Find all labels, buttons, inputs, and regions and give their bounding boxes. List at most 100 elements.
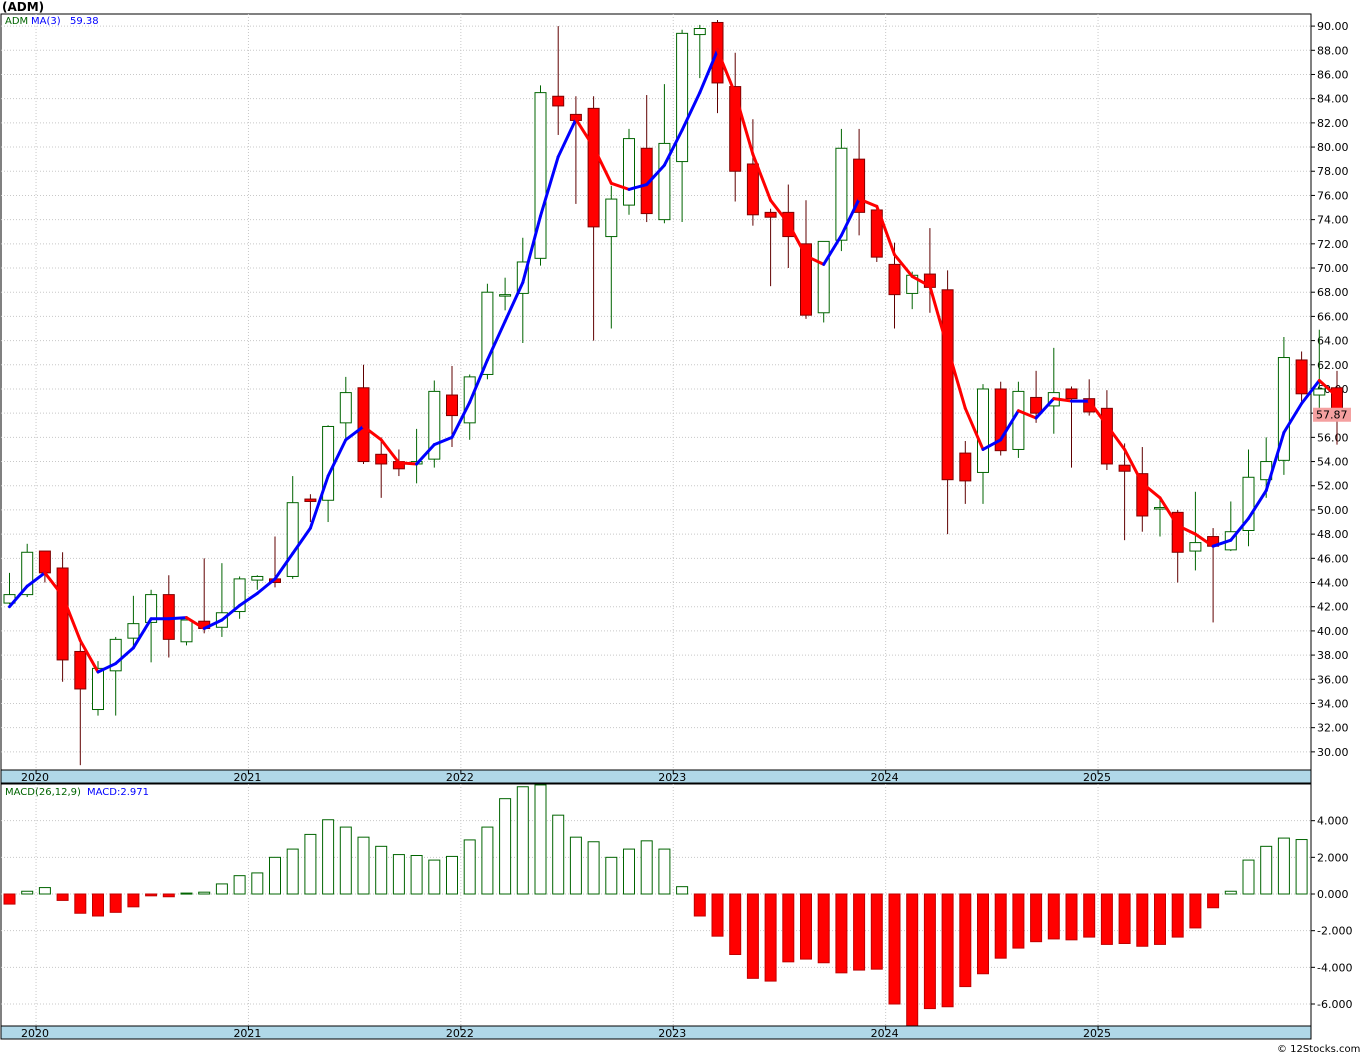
ma-segment <box>255 577 277 595</box>
macd-bar <box>1242 859 1255 895</box>
ma-segment <box>839 197 861 237</box>
candle-body <box>1030 396 1043 414</box>
macd-bar <box>38 887 51 895</box>
candle-body <box>693 28 706 36</box>
ma-segment <box>1211 538 1233 548</box>
macd-bar <box>587 841 600 895</box>
macd-bar <box>410 855 423 895</box>
ma-segment <box>716 48 737 96</box>
macd-y-tick-label: -4.000 <box>1317 961 1352 974</box>
ma-segment <box>432 435 454 447</box>
ma-segment <box>609 181 631 191</box>
macd-bar <box>286 848 299 895</box>
ma-segment <box>645 163 666 187</box>
ma-segment <box>273 551 295 581</box>
macd-bar <box>1154 893 1166 945</box>
macd-bar <box>1136 893 1149 947</box>
ma-segment <box>1300 379 1321 405</box>
macd-y-tick-label: 4.000 <box>1317 815 1349 828</box>
macd-bar <box>994 893 1007 959</box>
macd-grid <box>1 784 1311 1026</box>
price-x-axis: 2020 2021 2022 2023 2024 2025 <box>0 769 1312 784</box>
candle-body <box>180 619 193 643</box>
candle-body <box>764 211 777 218</box>
price-y-tick-label: 66.00 <box>1317 310 1349 323</box>
ma-segment <box>43 571 65 598</box>
macd-bar <box>729 893 742 955</box>
ma-segment <box>185 616 206 630</box>
macd-bar <box>21 890 34 895</box>
price-y-tick-label: 30.00 <box>1317 746 1349 759</box>
macd-bar <box>304 833 317 895</box>
ma-segment <box>1123 447 1144 485</box>
macd-bar <box>198 891 211 895</box>
price-y-tick-label: 62.00 <box>1317 359 1349 372</box>
ma-segment <box>1176 524 1197 536</box>
price-y-tick-label: 46.00 <box>1317 552 1349 565</box>
ma-segment <box>1087 399 1109 427</box>
year-label: 2024 <box>871 1027 899 1040</box>
price-y-tick-label: 76.00 <box>1317 189 1349 202</box>
macd-bar <box>357 836 370 895</box>
candle-body <box>1065 388 1078 400</box>
candle-body <box>1189 542 1202 552</box>
macd-bar <box>746 893 759 979</box>
macd-bar <box>640 840 653 895</box>
macd-bar <box>392 854 405 895</box>
legend-ma-label: MA(3) <box>31 16 61 27</box>
macd-bar <box>109 893 122 913</box>
candle-body <box>233 578 246 613</box>
candle-body <box>21 551 34 596</box>
candle-body <box>499 294 512 297</box>
macd-bar <box>569 836 582 895</box>
macd-bar <box>1030 893 1043 943</box>
macd-bar <box>322 819 335 895</box>
macd-bar <box>1118 893 1131 944</box>
macd-bar <box>817 893 830 964</box>
price-y-tick-label: 36.00 <box>1317 673 1349 686</box>
macd-y-tick-label: 2.000 <box>1317 851 1349 864</box>
ma-segment <box>291 526 312 555</box>
candle-body <box>817 240 830 314</box>
candle-body <box>127 623 140 639</box>
ma-segment <box>1105 423 1127 451</box>
price-panel: 30.00 32.00 34.00 36.00 38.00 40.00 42.00 44.00… <box>0 13 1351 771</box>
ma-segment <box>822 233 843 266</box>
macd-bar <box>658 848 671 895</box>
candle-body <box>658 142 671 221</box>
candle-body <box>375 453 388 465</box>
candle-body <box>605 198 618 238</box>
candle-body <box>853 158 866 213</box>
price-legend: ADM MA(3) 59.38 <box>5 16 99 27</box>
candle-body <box>1136 473 1149 517</box>
macd-bar <box>977 893 989 975</box>
ma-segment <box>1247 489 1268 520</box>
macd-bar <box>1012 893 1025 949</box>
candle-body <box>357 387 370 463</box>
macd-bar <box>56 893 69 901</box>
year-label: 2020 <box>21 771 49 784</box>
price-y-tick-label: 48.00 <box>1317 528 1349 541</box>
ma-segment <box>1229 516 1250 542</box>
price-y-tick-label: 74.00 <box>1317 214 1349 227</box>
year-label: 2020 <box>21 1027 49 1040</box>
candle-body <box>1118 464 1131 472</box>
macd-y-tick-label: -6.000 <box>1317 998 1352 1011</box>
macd-bar <box>162 893 175 898</box>
ma-segment <box>326 438 348 478</box>
macd-bar <box>959 893 972 988</box>
candle-body <box>835 147 848 241</box>
macd-bar <box>463 839 476 895</box>
macd-bar <box>1277 837 1290 895</box>
price-y-tick-label: 44.00 <box>1317 577 1349 590</box>
ma-segment <box>786 221 808 258</box>
price-grid <box>1 14 1311 770</box>
macd-bar <box>923 893 936 1010</box>
moving-average-line <box>8 48 1339 674</box>
ma-segment <box>1034 397 1056 420</box>
ma-segment <box>539 155 560 218</box>
ma-segment <box>946 346 967 410</box>
macd-bar <box>499 798 512 895</box>
ma-segment <box>485 319 507 362</box>
candle-body <box>1083 398 1096 413</box>
